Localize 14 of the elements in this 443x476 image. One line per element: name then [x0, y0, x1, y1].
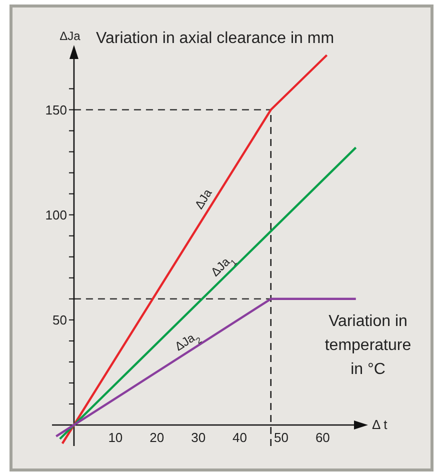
- y-tick-label: 100: [45, 207, 67, 222]
- y-axis-title: ΔJa: [60, 29, 81, 43]
- x-tick-label: 10: [108, 430, 123, 445]
- annotation: Variation in temperature in °C: [324, 313, 412, 378]
- x-axis-title: Δ t: [372, 416, 388, 432]
- y-tick-label: 50: [52, 312, 67, 328]
- x-tick-label: 20: [150, 430, 164, 445]
- x-tick-label: 50: [274, 430, 288, 445]
- x-tick-label: 60: [315, 430, 330, 445]
- chart-title: Variation in axial clearance in mm: [96, 30, 334, 47]
- y-tick-label: 150: [45, 102, 67, 118]
- text: ΔJa: [192, 186, 215, 212]
- x-tick-label: 40: [232, 430, 248, 445]
- x-tick-label: 30: [191, 430, 206, 445]
